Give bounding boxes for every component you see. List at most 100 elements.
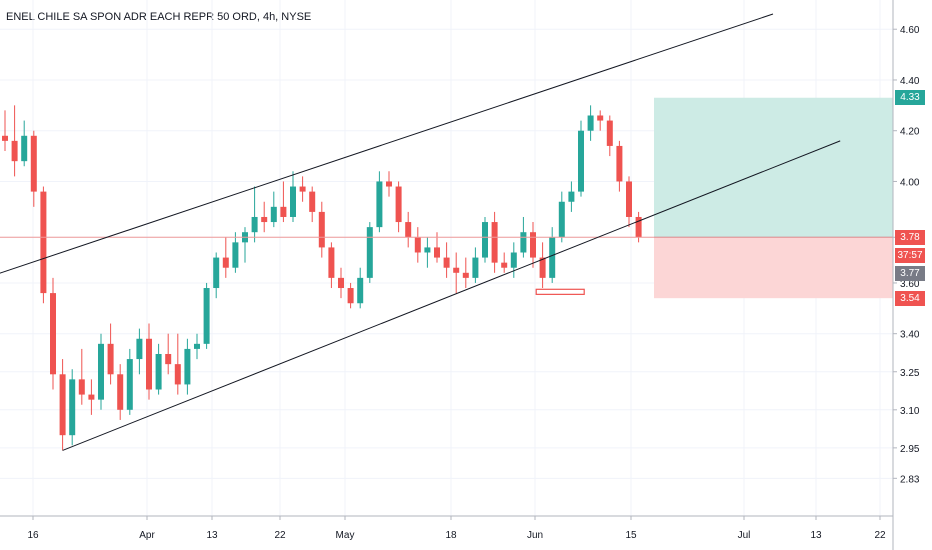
candle-down	[146, 323, 152, 400]
candle-down	[59, 359, 66, 451]
candle-down	[501, 252, 508, 273]
x-tick-label: 22	[874, 530, 886, 541]
candle-up	[482, 216, 488, 263]
candle-up	[290, 171, 296, 223]
candle-up	[251, 186, 258, 243]
candle-up	[424, 237, 431, 268]
candle-body	[21, 135, 28, 162]
candle-up	[357, 267, 364, 309]
candle-down	[443, 242, 450, 278]
candle-body	[232, 242, 239, 268]
candle-down	[222, 237, 229, 278]
candle-body	[309, 191, 316, 212]
position-zones	[654, 97, 893, 299]
candle-body	[30, 135, 37, 192]
candle-up	[184, 338, 191, 395]
y-tick-label: 3.40	[900, 330, 920, 341]
candle-down	[395, 181, 402, 233]
candle-body	[626, 181, 632, 217]
candle-body	[40, 191, 47, 294]
candle-body	[117, 374, 124, 410]
candle-body	[386, 181, 392, 187]
entry-price-badge: 3.78	[895, 229, 925, 245]
candle-down	[530, 222, 536, 268]
channel-upper-line	[0, 13, 774, 274]
y-tick-label: 3.60	[900, 279, 920, 290]
candle-body	[578, 130, 584, 192]
candle-body	[78, 379, 85, 395]
candle-body	[155, 353, 162, 390]
candle-body	[184, 348, 191, 385]
x-tick-label: Jul	[738, 530, 751, 541]
candle-up	[376, 171, 383, 233]
candle-up	[126, 348, 133, 415]
x-tick-label: 16	[27, 530, 39, 541]
candle-body	[146, 338, 152, 390]
x-tick-label: Jun	[527, 530, 543, 541]
candle-body	[558, 201, 565, 238]
y-tick-label: 2.83	[900, 474, 920, 485]
candle-down	[462, 257, 469, 289]
candle-body	[98, 343, 104, 400]
candle-body	[69, 379, 76, 436]
candle-body	[587, 115, 594, 131]
candle-body	[203, 288, 210, 344]
y-tick-label: 4.00	[900, 177, 920, 188]
x-tick-label: May	[336, 530, 355, 541]
candle-body	[107, 343, 114, 375]
candle-down	[635, 211, 642, 243]
candle-down	[299, 176, 306, 202]
candle-down	[174, 333, 181, 395]
candle-down	[338, 267, 344, 299]
y-tick-label: 2.95	[900, 444, 920, 455]
y-tick-label: 3.10	[900, 406, 920, 417]
candle-body	[222, 257, 229, 268]
x-tick-label: Apr	[139, 530, 155, 541]
candle-body	[366, 227, 373, 278]
candle-body	[270, 206, 277, 223]
candle-down	[78, 348, 85, 405]
candle-body	[501, 262, 508, 268]
candle-up	[578, 120, 584, 197]
candle-down	[347, 282, 354, 309]
candle-up	[568, 181, 575, 212]
candle-down	[40, 186, 47, 304]
candle-down	[11, 105, 18, 177]
candle-down	[309, 186, 316, 223]
candle-down	[50, 277, 56, 390]
candle-body	[357, 277, 364, 304]
candle-body	[50, 293, 56, 375]
candle-body	[376, 181, 383, 228]
candle-body	[165, 353, 172, 365]
candle-body	[290, 186, 296, 217]
candle-body	[568, 191, 575, 202]
candle-body	[616, 145, 623, 182]
target-price-badge: 4.33	[895, 90, 925, 106]
candle-up	[472, 247, 479, 283]
candle-up	[587, 105, 594, 141]
candle-body	[549, 237, 556, 278]
candle-body	[347, 288, 354, 304]
candle-down	[261, 201, 268, 233]
candles	[2, 105, 642, 451]
candle-up	[213, 252, 220, 299]
candle-up	[203, 282, 210, 349]
candle-down	[165, 333, 172, 375]
candle-down	[606, 115, 613, 157]
y-tick-label: 4.40	[900, 76, 920, 87]
candle-down	[414, 227, 421, 263]
x-tick-label: 22	[274, 530, 286, 541]
candle-body	[328, 247, 335, 278]
candle-down	[405, 211, 412, 248]
x-tick-label: 18	[445, 530, 457, 541]
candle-body	[597, 115, 604, 121]
candle-down	[434, 232, 440, 263]
grid	[0, 0, 893, 516]
x-tick-label: 15	[625, 530, 637, 541]
candle-body	[453, 267, 460, 273]
current-price-badge: 3.77	[895, 266, 925, 282]
candle-down	[616, 140, 623, 192]
chart-title: ENEL CHILE SA SPON ADR EACH REPR 50 ORD,…	[6, 11, 312, 23]
candle-body	[59, 374, 66, 436]
